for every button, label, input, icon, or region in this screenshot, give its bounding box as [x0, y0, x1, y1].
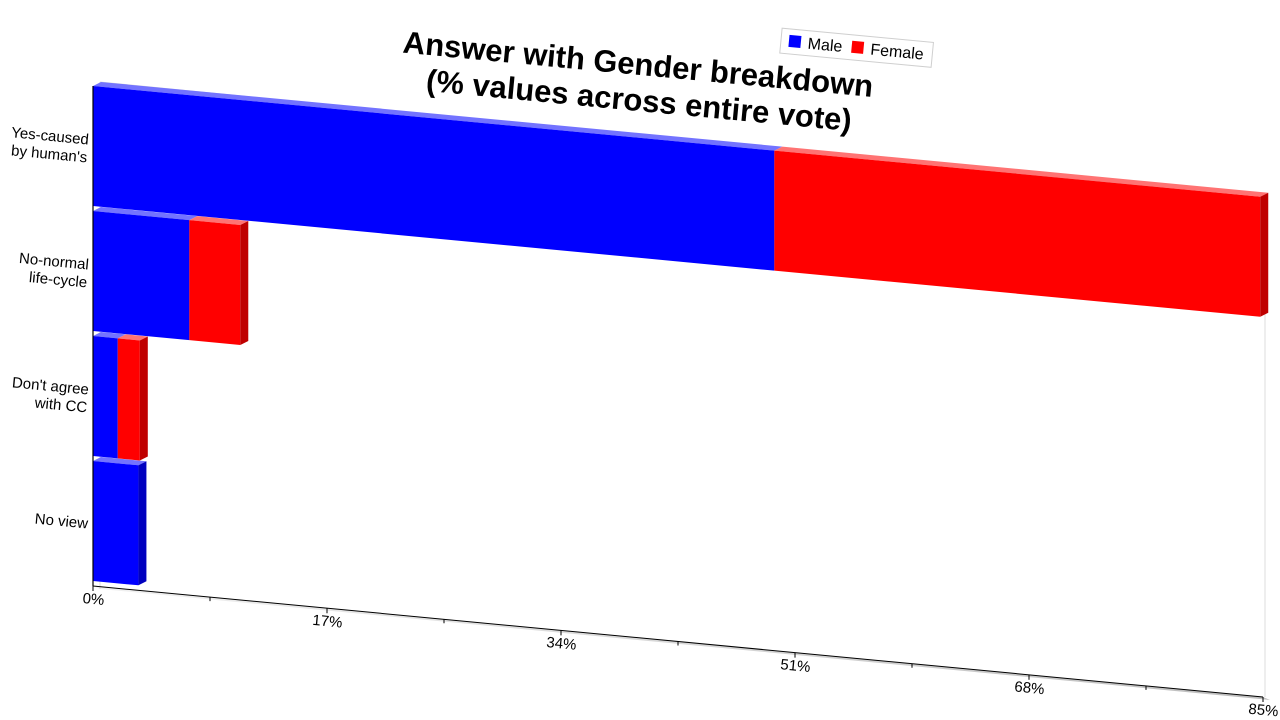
bars-layer [93, 82, 1269, 586]
x-tick-label: 68% [1014, 678, 1045, 698]
bar-female-1 [189, 216, 249, 345]
bar-front-face [93, 211, 190, 341]
bar-top-face [189, 216, 249, 225]
bar-top-face [774, 146, 1269, 197]
category-label-line: with CC [33, 394, 88, 416]
legend-label-male: Male [807, 36, 843, 56]
category-label: No view [34, 511, 89, 533]
bar-top-face [93, 457, 147, 466]
bar-male-3 [93, 457, 147, 586]
bar-top-face [93, 332, 126, 339]
bar-front-face [93, 336, 118, 459]
bar-front-face [774, 150, 1261, 317]
category-label: Yes-causedby human's [9, 124, 90, 166]
bar-male-0 [93, 82, 783, 271]
x-tick-label: 85% [1248, 701, 1279, 720]
bar-female-2 [117, 334, 148, 461]
category-labels-layer: Yes-causedby human's No-normallife-cycle D… [9, 124, 90, 533]
x-tick-label: 17% [312, 612, 343, 632]
bar-side-face [139, 336, 148, 461]
bar-front-face [117, 338, 140, 461]
legend-label-female: Female [870, 42, 925, 64]
bar-side-face [138, 461, 147, 586]
category-label-line: No-normal [18, 250, 89, 274]
bar-side-face [1260, 192, 1269, 317]
plot-floor [93, 586, 1270, 700]
x-ticks-layer: 0% 17% 34% 51% 68% 85% [82, 586, 1279, 720]
bar-top-face [93, 82, 783, 151]
bar-side-face [240, 220, 249, 345]
legend-swatch-female [851, 40, 865, 54]
category-label-line: life-cycle [28, 269, 88, 291]
x-tick-label: 34% [546, 634, 577, 654]
x-tick-label: 0% [82, 590, 105, 609]
category-label-line: Don't agree [11, 374, 89, 398]
bar-front-face [93, 461, 139, 586]
legend-swatch-male [788, 34, 802, 48]
bar-female-0 [774, 146, 1269, 317]
bar-top-face [93, 207, 198, 221]
bar-front-face [189, 220, 241, 345]
bar-top-face [117, 334, 148, 341]
bar-male-2 [93, 332, 126, 459]
x-tick-label: 51% [780, 656, 811, 676]
bar-front-face [93, 86, 775, 271]
category-label-line: No view [34, 511, 89, 533]
category-label: Don't agreewith CC [10, 374, 90, 416]
category-label: No-normallife-cycle [17, 250, 90, 291]
bar-male-1 [93, 207, 198, 341]
legend[interactable]: Male Female [779, 27, 934, 68]
